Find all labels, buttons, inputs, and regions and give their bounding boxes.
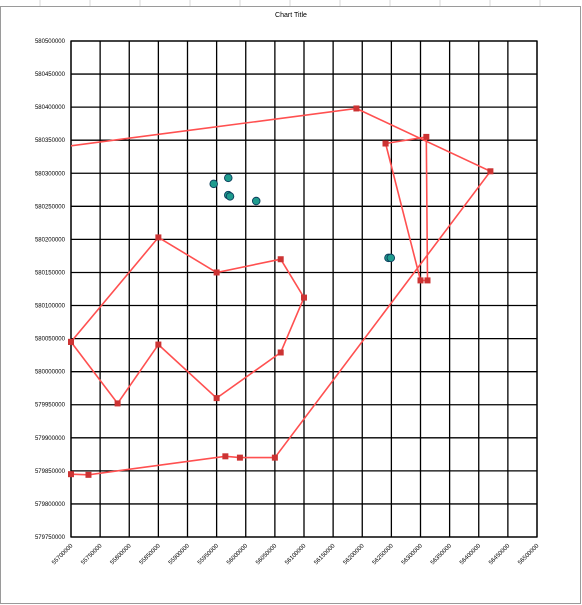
y-tick-label: 580000000 [35, 370, 66, 376]
y-tick-label: 580150000 [35, 270, 66, 276]
data-point-circle [224, 173, 233, 183]
data-point-square [487, 168, 494, 175]
data-point-square [155, 234, 162, 241]
y-tick-label: 580350000 [35, 138, 66, 144]
data-point-circle [251, 196, 261, 206]
data-point-square [301, 294, 307, 301]
data-point-square [114, 400, 121, 407]
data-point-square [236, 454, 243, 461]
y-tick-label: 580050000 [35, 337, 66, 343]
data-point-circle [209, 179, 218, 189]
data-point-square [277, 349, 284, 356]
gridlines [70, 40, 538, 538]
plot-area-frame [70, 40, 538, 538]
y-tick-label: 580250000 [35, 204, 66, 210]
data-point-square [277, 256, 284, 263]
chart-title: Chart Title [275, 12, 307, 19]
data-point-square [213, 269, 220, 276]
y-tick-label: 580200000 [35, 237, 66, 243]
y-tick-label: 579800000 [35, 502, 66, 508]
data-point-square [68, 338, 74, 345]
data-point-square [423, 133, 430, 140]
y-tick-label: 579900000 [35, 436, 66, 442]
y-tick-label: 579750000 [35, 535, 66, 541]
data-point-square [68, 471, 74, 478]
data-point-square [213, 395, 220, 402]
y-tick-label: 580400000 [35, 105, 66, 111]
series-line-1 [71, 107, 492, 476]
data-point-circle [225, 192, 235, 201]
y-tick-label: 579850000 [35, 469, 66, 475]
data-point-square [417, 277, 424, 284]
data-point-square [424, 277, 431, 284]
data-point-square [353, 105, 360, 112]
data-point-square [271, 454, 278, 461]
data-point-square [222, 453, 229, 460]
series-markers [68, 105, 494, 478]
data-point-square [155, 341, 162, 348]
series-line-2 [71, 236, 305, 405]
y-tick-label: 580100000 [35, 304, 66, 310]
data-point-square [85, 471, 92, 478]
y-tick-label: 580450000 [35, 72, 66, 78]
y-tick-label: 579950000 [35, 403, 66, 409]
y-tick-label: 580500000 [35, 39, 66, 45]
y-tick-label: 580300000 [35, 171, 66, 177]
data-point-square [382, 140, 389, 147]
data-point-circle [386, 253, 396, 263]
y-tick-labels: 579750000 579800000 579850000 579900000 5799… [35, 39, 66, 541]
